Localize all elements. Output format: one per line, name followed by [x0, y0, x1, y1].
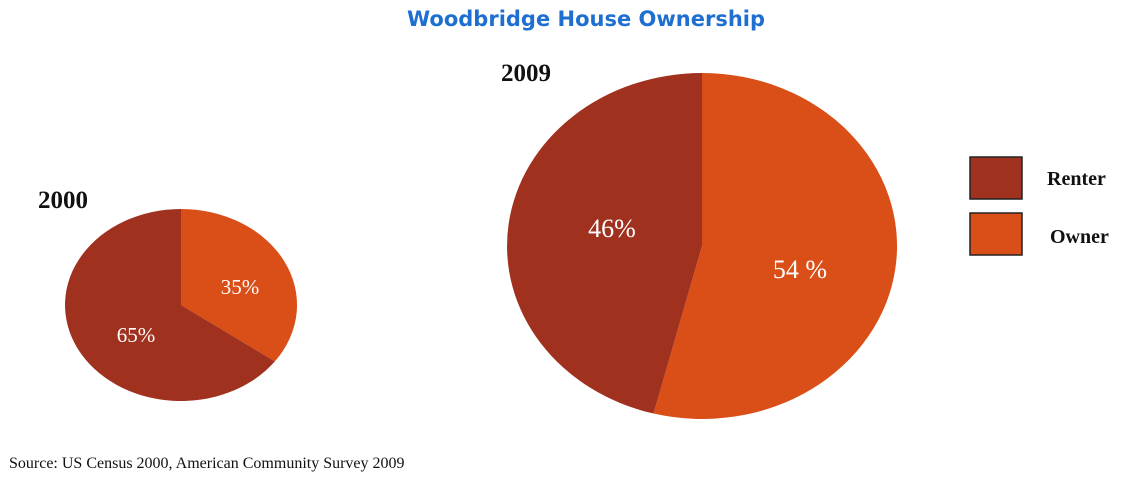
legend-swatch-owner — [969, 212, 1023, 256]
pie-2000-year-label: 2000 — [38, 187, 88, 214]
pie-2009-year-label: 2009 — [501, 60, 551, 87]
pie-2009: 2009 46% 54 % — [501, 60, 898, 419]
legend-label-renter: Renter — [1047, 168, 1106, 190]
source-note: Source: US Census 2000, American Communi… — [9, 455, 405, 472]
pie-2009-renter-pct-label: 46% — [588, 214, 636, 243]
legend-label-owner: Owner — [1050, 226, 1109, 248]
chart-title: Woodbridge House Ownership — [407, 7, 765, 31]
pie-2000-slice-renter — [65, 209, 275, 402]
pie-2009-slice-owner — [653, 73, 898, 419]
pie-2009-owner-pct-label: 54 % — [773, 255, 827, 284]
pie-2000-slice-owner — [181, 209, 298, 362]
pie-2009-slice-renter — [507, 73, 702, 414]
legend-swatch-renter — [969, 156, 1023, 200]
pie-2000-renter-pct-label: 65% — [117, 323, 156, 347]
pie-2000: 2000 35% 65% — [38, 187, 298, 402]
legend: Renter Owner — [969, 156, 1109, 256]
pie-2000-owner-pct-label: 35% — [221, 275, 260, 299]
